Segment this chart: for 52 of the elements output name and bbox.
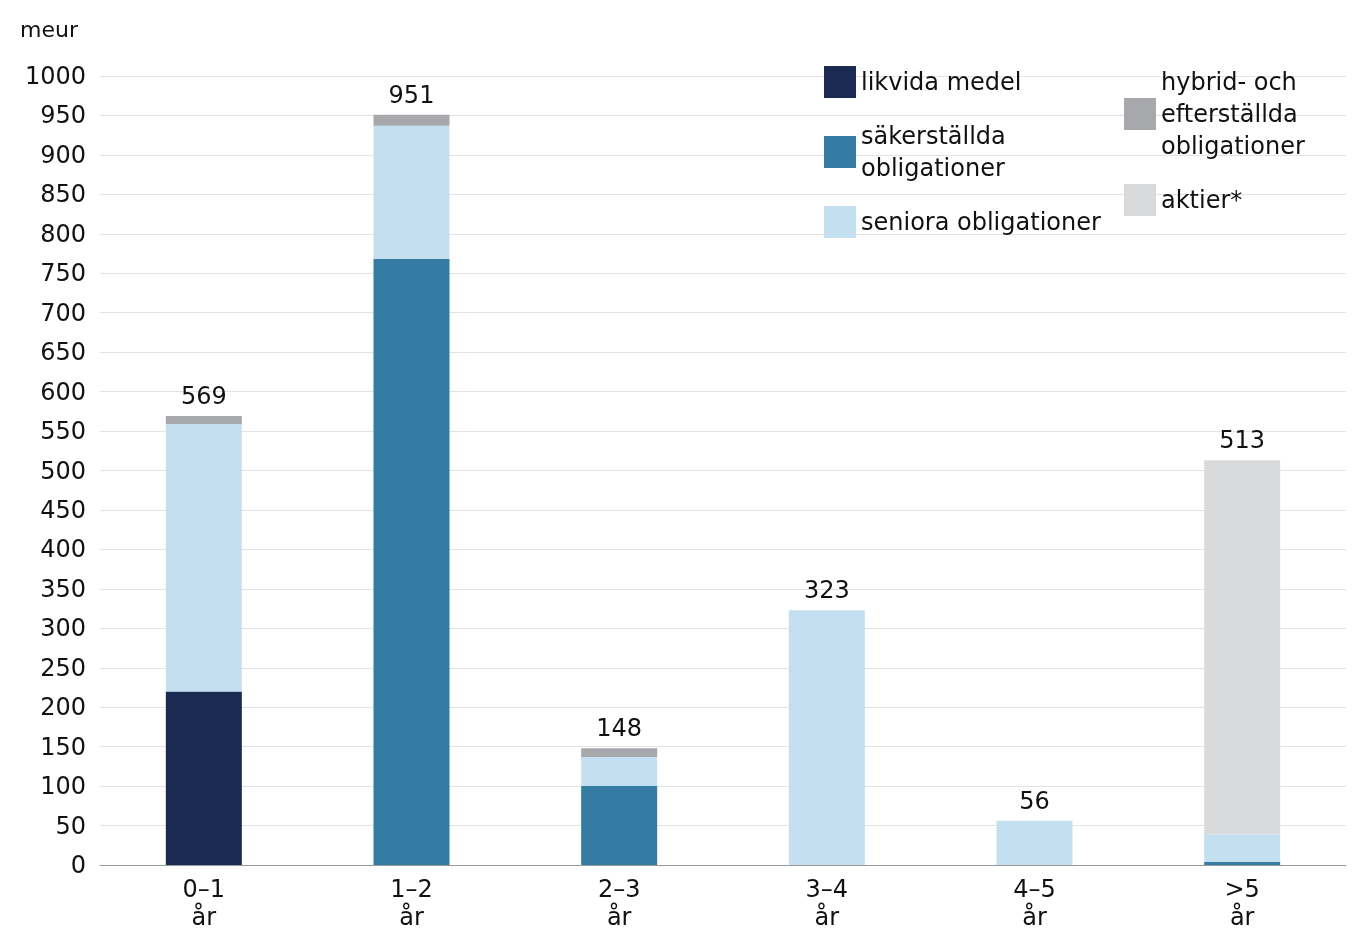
bar [581,748,658,757]
y-axis-title: meur [20,16,79,42]
y-tick-label: 700 [40,298,86,327]
legend-label: seniora obligationer [861,208,1101,236]
total-label: 951 [388,80,435,109]
bar [788,610,865,865]
bar [165,691,242,865]
bar [165,423,242,692]
y-tick-label: 300 [40,614,86,643]
y-tick-label: 100 [40,772,86,801]
bar [165,416,242,424]
x-tick-label: 1–2 år [390,875,433,931]
y-tick-label: 950 [40,101,86,130]
y-tick-label: 750 [40,259,86,288]
y-tick-label: 500 [40,456,86,485]
total-label: 148 [596,714,643,743]
bar [996,820,1073,865]
y-tick-label: 650 [40,338,86,367]
x-tick-label: 4–5 år [1013,875,1056,931]
y-tick-label: 450 [40,495,86,524]
y-tick-label: 200 [40,693,86,722]
total-label: 569 [180,382,227,411]
bar [581,786,658,865]
bar [373,114,450,126]
legend-label: aktier* [1161,186,1243,214]
total-label: 56 [1019,786,1050,815]
y-tick-label: 50 [55,811,86,840]
y-tick-label: 800 [40,219,86,248]
y-tick-label: 400 [40,535,86,564]
y-tick-label: 550 [40,417,86,446]
bar [373,259,450,865]
bar [1204,861,1281,865]
x-tick-label: 3–4 år [805,875,849,931]
total-label: 513 [1219,426,1266,455]
legend-label: säkerställda obligationer [861,122,1014,182]
bar [373,125,450,260]
legend-label: likvida medel [861,68,1022,96]
total-label: 323 [803,576,850,605]
x-tick-label: >5 år [1224,875,1260,931]
y-tick-label: 900 [40,140,86,169]
x-tick-label: 0–1 år [182,875,226,931]
bar [1204,834,1281,862]
bar [581,756,658,787]
x-tick-label: 2–3 år [597,875,641,931]
legend-label: hybrid- och efterställda obligationer [1161,68,1306,160]
y-tick-label: 0 [70,851,86,879]
y-tick-label: 250 [40,653,86,682]
y-tick-label: 600 [40,377,86,406]
y-tick-label: 1000 [24,62,86,90]
y-tick-label: 350 [40,574,86,603]
y-tick-label: 850 [40,180,86,209]
y-tick-label: 150 [40,732,86,761]
